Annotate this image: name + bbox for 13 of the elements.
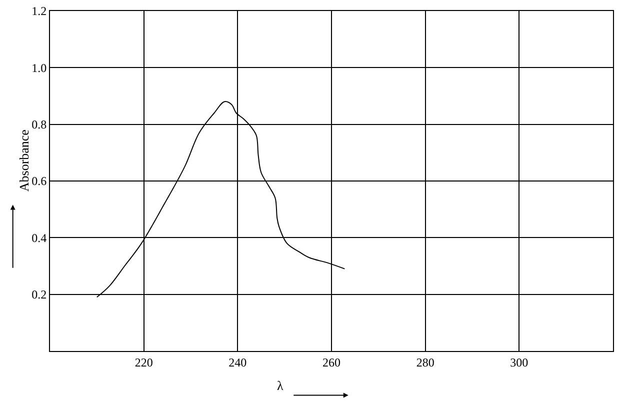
y-axis-title: Absorbance <box>16 129 32 192</box>
x-tick-label: 260 <box>322 355 340 370</box>
y-tick-label: 1.0 <box>32 60 47 75</box>
x-tick-label: 240 <box>228 355 247 370</box>
x-tick-label: 300 <box>510 355 528 370</box>
x-tick-label: 280 <box>416 355 434 370</box>
y-tick-label: 0.2 <box>32 288 47 302</box>
y-tick-label: 0.4 <box>32 230 47 245</box>
y-tick-label: 0.8 <box>32 118 47 132</box>
y-tick-label: 0.6 <box>32 174 47 188</box>
x-tick-label: 220 <box>134 355 153 370</box>
y-tick-label: 1.2 <box>32 4 47 18</box>
x-axis-title: λ <box>277 378 284 393</box>
